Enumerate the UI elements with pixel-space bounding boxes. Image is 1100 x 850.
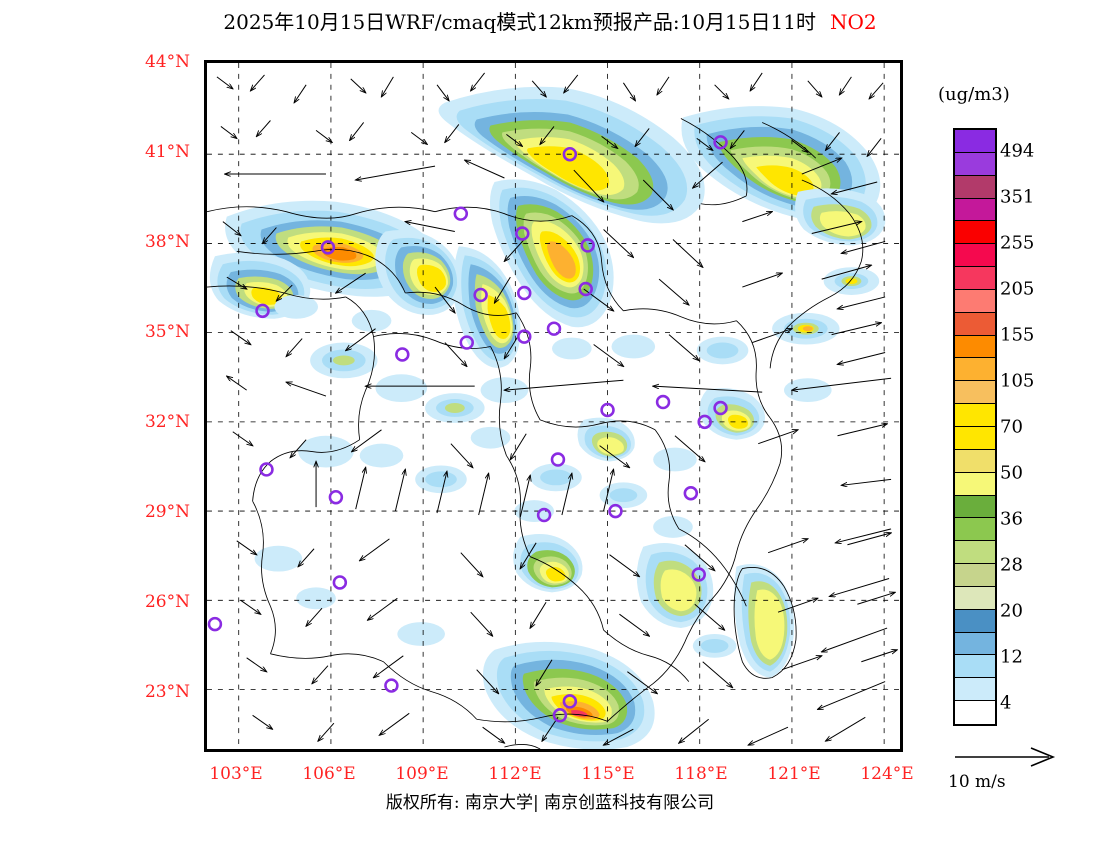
wind-scale-label: 10 m/s [948,772,1006,792]
axis-label-lat-2: 38°N [144,232,190,252]
colorbar-band-21 [955,609,995,633]
colorbar-band-5 [955,244,995,268]
colorbar-band-6 [955,267,995,290]
axis-label-lon-3: 112°E [488,764,542,784]
page-title: 2025年10月15日WRF/cmaq模式12km预报产品:10月15日11时 N… [0,6,1100,35]
colorbar-tick-28: 28 [1000,554,1023,576]
map-canvas [207,63,900,749]
colorbar-band-11 [955,381,995,405]
colorbar-tick-12: 12 [1000,646,1023,668]
colorbar-band-17 [955,518,995,542]
colorbar-tick-351: 351 [1000,186,1035,208]
axis-label-lon-2: 109°E [395,764,449,784]
colorbar-band-12 [955,404,995,427]
axis-label-lat-7: 23°N [144,682,190,702]
colorbar-band-23 [955,655,995,679]
axis-label-lat-5: 29°N [144,502,190,522]
colorbar-band-8 [955,312,995,336]
axis-label-lon-0: 103°E [209,764,263,784]
wind-scale-arrow-icon [955,747,1056,767]
colorbar-band-14 [955,449,995,473]
colorbar-band-15 [955,472,995,496]
colorbar-band-20 [955,586,995,610]
axis-label-lat-0: 44°N [144,52,190,72]
colorbar-tick-105: 105 [1000,370,1035,392]
colorbar-band-2 [955,175,995,199]
axis-label-lat-3: 35°N [144,322,190,342]
colorbar-tick-494: 494 [1000,140,1035,162]
title-species: NO2 [829,10,877,34]
colorbar-band-0 [955,130,995,153]
map-plot-area[interactable] [204,60,903,752]
colorbar-band-4 [955,221,995,245]
colorbar-band-18 [955,541,995,565]
colorbar-band-24 [955,678,995,702]
colorbar-band-10 [955,358,995,382]
axis-label-lat-1: 41°N [144,142,190,162]
axis-label-lon-4: 115°E [581,764,635,784]
colorbar-band-13 [955,426,995,450]
colorbar-tick-155: 155 [1000,324,1035,346]
axis-label-lon-7: 124°E [860,764,914,784]
colorbar-tick-50: 50 [1000,462,1023,484]
axis-label-lon-5: 118°E [674,764,728,784]
colorbar-band-25 [955,701,995,724]
colorbar-band-22 [955,632,995,656]
colorbar-band-1 [955,152,995,176]
colorbar-band-16 [955,495,995,519]
axis-label-lat-6: 26°N [144,592,190,612]
colorbar-band-3 [955,198,995,222]
colorbar-tick-4: 4 [1000,692,1012,714]
colorbar-tick-205: 205 [1000,278,1035,300]
axis-label-lat-4: 32°N [144,412,190,432]
colorbar-band-19 [955,564,995,587]
colorbar-band-9 [955,335,995,359]
colorbar-units-label: (ug/m3) [938,84,1010,105]
colorbar[interactable] [953,128,997,726]
colorbar-tick-255: 255 [1000,232,1035,254]
colorbar-tick-20: 20 [1000,600,1023,622]
colorbar-band-7 [955,289,995,313]
axis-label-lon-6: 121°E [767,764,821,784]
colorbar-tick-70: 70 [1000,416,1023,438]
colorbar-tick-36: 36 [1000,508,1023,530]
title-text: 2025年10月15日WRF/cmaq模式12km预报产品:10月15日11时 [223,10,816,34]
axis-label-lon-1: 106°E [302,764,356,784]
copyright-footer: 版权所有: 南京大学| 南京创蓝科技有限公司 [385,793,715,813]
